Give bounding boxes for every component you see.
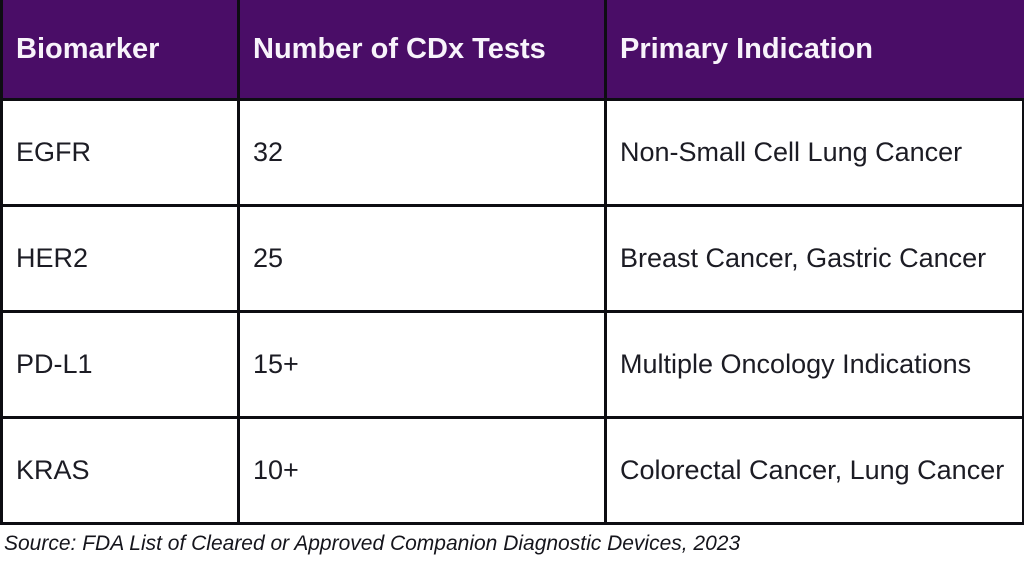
table-body: EGFR 32 Non-Small Cell Lung Cancer HER2 …: [0, 98, 1024, 525]
table-row-kras: KRAS 10+ Colorectal Cancer, Lung Cancer: [0, 416, 1024, 525]
cell-biomarker: KRAS: [0, 416, 240, 525]
header-row: Biomarker Number of CDx Tests Primary In…: [0, 0, 1024, 101]
cell-primary-indication: Multiple Oncology Indications: [604, 310, 1024, 419]
table-row-pdl1: PD-L1 15+ Multiple Oncology Indications: [0, 310, 1024, 419]
cell-biomarker: PD-L1: [0, 310, 240, 419]
cell-cdx-test-count: 25: [237, 204, 607, 313]
table-row-egfr: EGFR 32 Non-Small Cell Lung Cancer: [0, 98, 1024, 207]
cdx-biomarker-table: Biomarker Number of CDx Tests Primary In…: [0, 0, 1024, 525]
cell-cdx-test-count: 15+: [237, 310, 607, 419]
cell-primary-indication: Breast Cancer, Gastric Cancer: [604, 204, 1024, 313]
cell-cdx-test-count: 10+: [237, 416, 607, 525]
table-row-her2: HER2 25 Breast Cancer, Gastric Cancer: [0, 204, 1024, 313]
header-cell-number-of-cdx-tests: Number of CDx Tests: [237, 0, 607, 101]
cell-cdx-test-count: 32: [237, 98, 607, 207]
cell-primary-indication: Colorectal Cancer, Lung Cancer: [604, 416, 1024, 525]
cell-primary-indication: Non-Small Cell Lung Cancer: [604, 98, 1024, 207]
header-cell-biomarker: Biomarker: [0, 0, 240, 101]
cell-biomarker: HER2: [0, 204, 240, 313]
header-cell-primary-indication: Primary Indication: [604, 0, 1024, 101]
cell-biomarker: EGFR: [0, 98, 240, 207]
table-header: Biomarker Number of CDx Tests Primary In…: [0, 0, 1024, 101]
source-note: Source: FDA List of Cleared or Approved …: [4, 532, 741, 555]
